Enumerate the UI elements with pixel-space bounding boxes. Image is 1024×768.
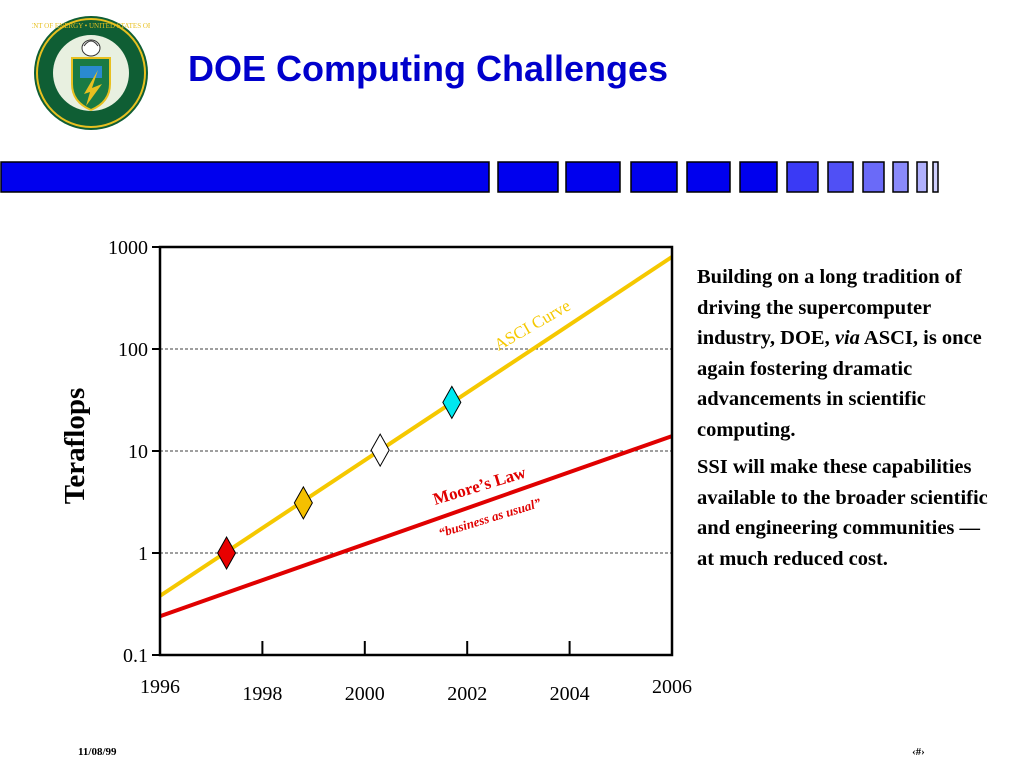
- asci-curve-line: [158, 255, 674, 598]
- grid-lines: [160, 348, 672, 554]
- x-tick-label: 1996: [140, 676, 180, 698]
- description-paragraph-1: Building on a long tradition of driving …: [697, 266, 982, 441]
- moores-law-line: [159, 434, 673, 619]
- footer-date: 11/08/99: [78, 746, 117, 758]
- diamond-marker: [293, 485, 313, 520]
- diamond-marker: [370, 433, 390, 468]
- footer-page-number: ‹#›: [912, 746, 925, 758]
- series-lines: [158, 255, 674, 619]
- x-tick-label: 1998: [242, 683, 282, 705]
- diamond-marker: [442, 385, 462, 420]
- diamond-marker: [216, 535, 237, 571]
- y-tick-label: 1000: [108, 237, 148, 259]
- axis-ticks: 0.1 1 10 100 1000 1996 1998 2000 2002 2004 2006: [108, 237, 692, 705]
- y-axis-label: Teraflops: [59, 388, 91, 505]
- y-tick-label: 10: [128, 441, 148, 463]
- slide-title: DOE Computing Challenges: [188, 48, 669, 89]
- description-paragraph-2: SSI will make these capabilities availab…: [697, 456, 988, 570]
- x-tick-label: 2002: [447, 683, 487, 705]
- y-tick-label: 1: [138, 543, 148, 565]
- seal-gold-ring: [36, 18, 146, 128]
- y-tick-label: 100: [118, 339, 148, 361]
- x-tick-label: 2000: [345, 683, 385, 705]
- x-tick-label: 2006: [652, 676, 692, 698]
- x-tick-label: 2004: [550, 683, 590, 705]
- seal-shield-sky: [80, 66, 102, 78]
- asci-curve-label: ASCI Curve: [491, 296, 574, 355]
- doe-seal-logo: DEPARTMENT OF ENERGY • UNITED STATES OF …: [32, 16, 150, 130]
- description-text: Building on a long tradition of driving …: [697, 262, 997, 581]
- data-markers: [216, 385, 462, 571]
- seal-ring-text: DEPARTMENT OF ENERGY • UNITED STATES OF …: [32, 22, 150, 30]
- seal-lightning-icon: [84, 70, 102, 106]
- y-tick-label: 0.1: [123, 645, 148, 667]
